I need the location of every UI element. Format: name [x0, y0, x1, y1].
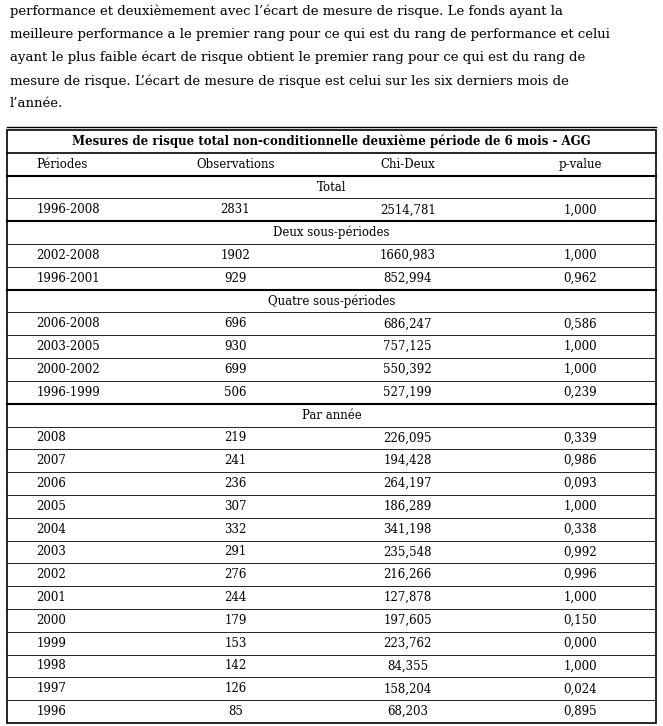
Text: meilleure performance a le premier rang pour ce qui est du rang de performance e: meilleure performance a le premier rang … — [10, 28, 610, 41]
Text: 2004: 2004 — [36, 523, 66, 536]
Text: 1,000: 1,000 — [564, 499, 597, 513]
Text: 264,197: 264,197 — [383, 477, 432, 490]
Text: 2006-2008: 2006-2008 — [36, 317, 100, 330]
Text: 153: 153 — [224, 637, 247, 650]
Text: 550,392: 550,392 — [383, 363, 432, 376]
Text: 85: 85 — [228, 705, 243, 718]
Text: 1,000: 1,000 — [564, 249, 597, 262]
Text: 757,125: 757,125 — [383, 340, 432, 354]
Text: 2002: 2002 — [36, 568, 66, 582]
Text: 2005: 2005 — [36, 499, 66, 513]
Text: 0,895: 0,895 — [564, 705, 597, 718]
Text: 126: 126 — [224, 682, 247, 696]
Text: 1902: 1902 — [221, 249, 250, 262]
Text: 216,266: 216,266 — [384, 568, 432, 582]
Text: Périodes: Périodes — [36, 158, 88, 171]
Text: 0,093: 0,093 — [564, 477, 597, 490]
Text: 291: 291 — [224, 545, 247, 558]
Text: mesure de risque. L’écart de mesure de risque est celui sur les six derniers moi: mesure de risque. L’écart de mesure de r… — [10, 74, 569, 88]
Text: 341,198: 341,198 — [384, 523, 432, 536]
Text: 1996: 1996 — [36, 705, 66, 718]
Text: 2000-2002: 2000-2002 — [36, 363, 100, 376]
Text: 0,024: 0,024 — [564, 682, 597, 696]
Text: 2000: 2000 — [36, 614, 66, 627]
Text: 929: 929 — [224, 272, 247, 285]
Text: 84,355: 84,355 — [387, 659, 428, 672]
Text: 699: 699 — [224, 363, 247, 376]
Text: p-value: p-value — [558, 158, 602, 171]
Text: 930: 930 — [224, 340, 247, 354]
Text: 1999: 1999 — [36, 637, 66, 650]
Text: 1996-2001: 1996-2001 — [36, 272, 100, 285]
Text: 1,000: 1,000 — [564, 203, 597, 216]
Text: 194,428: 194,428 — [384, 454, 432, 468]
Text: 1996-1999: 1996-1999 — [36, 386, 100, 399]
Text: l’année.: l’année. — [10, 97, 63, 110]
Text: 0,000: 0,000 — [564, 637, 597, 650]
Text: 186,289: 186,289 — [384, 499, 432, 513]
Text: Chi-Deux: Chi-Deux — [381, 158, 435, 171]
Text: 686,247: 686,247 — [383, 317, 432, 330]
Text: 2006: 2006 — [36, 477, 66, 490]
Text: Mesures de risque total non-conditionnelle deuxième période de 6 mois - AGG: Mesures de risque total non-conditionnel… — [72, 135, 591, 148]
Text: Total: Total — [317, 181, 346, 194]
Text: 2007: 2007 — [36, 454, 66, 468]
Text: Deux sous-périodes: Deux sous-périodes — [273, 226, 390, 240]
Text: 226,095: 226,095 — [383, 431, 432, 444]
Text: 696: 696 — [224, 317, 247, 330]
Text: 2514,781: 2514,781 — [380, 203, 436, 216]
Text: 241: 241 — [224, 454, 247, 468]
Text: 1996-2008: 1996-2008 — [36, 203, 100, 216]
Text: 197,605: 197,605 — [383, 614, 432, 627]
Text: 158,204: 158,204 — [384, 682, 432, 696]
Text: 223,762: 223,762 — [384, 637, 432, 650]
Text: ayant le plus faible écart de risque obtient le premier rang pour ce qui est du : ayant le plus faible écart de risque obt… — [10, 51, 585, 65]
Text: 0,992: 0,992 — [564, 545, 597, 558]
Text: 1,000: 1,000 — [564, 659, 597, 672]
Text: 2831: 2831 — [221, 203, 250, 216]
Text: 1997: 1997 — [36, 682, 66, 696]
Text: 1,000: 1,000 — [564, 340, 597, 354]
Text: 0,986: 0,986 — [564, 454, 597, 468]
Text: Observations: Observations — [196, 158, 274, 171]
Text: 307: 307 — [224, 499, 247, 513]
Text: 2003: 2003 — [36, 545, 66, 558]
Text: 244: 244 — [224, 591, 247, 604]
Text: performance et deuxièmement avec l’écart de mesure de risque. Le fonds ayant la: performance et deuxièmement avec l’écart… — [10, 5, 563, 18]
Text: 2001: 2001 — [36, 591, 66, 604]
Text: 0,239: 0,239 — [564, 386, 597, 399]
Text: 276: 276 — [224, 568, 247, 582]
Text: 2002-2008: 2002-2008 — [36, 249, 100, 262]
Text: 2003-2005: 2003-2005 — [36, 340, 100, 354]
Text: 0,996: 0,996 — [564, 568, 597, 582]
Text: 236: 236 — [224, 477, 247, 490]
Text: 1660,983: 1660,983 — [380, 249, 436, 262]
Text: 235,548: 235,548 — [383, 545, 432, 558]
Text: 142: 142 — [224, 659, 247, 672]
Text: 506: 506 — [224, 386, 247, 399]
Text: 1998: 1998 — [36, 659, 66, 672]
Text: 68,203: 68,203 — [387, 705, 428, 718]
Text: 527,199: 527,199 — [383, 386, 432, 399]
Text: 1,000: 1,000 — [564, 363, 597, 376]
Text: 179: 179 — [224, 614, 247, 627]
Text: 0,962: 0,962 — [564, 272, 597, 285]
Text: 0,339: 0,339 — [564, 431, 597, 444]
Text: Quatre sous-périodes: Quatre sous-périodes — [268, 294, 395, 308]
Text: 2008: 2008 — [36, 431, 66, 444]
Text: 0,338: 0,338 — [564, 523, 597, 536]
Text: 219: 219 — [224, 431, 247, 444]
Text: 332: 332 — [224, 523, 247, 536]
Text: Par année: Par année — [302, 409, 361, 422]
Text: 0,150: 0,150 — [564, 614, 597, 627]
Text: 1,000: 1,000 — [564, 591, 597, 604]
Text: 127,878: 127,878 — [384, 591, 432, 604]
Text: 0,586: 0,586 — [564, 317, 597, 330]
Text: 852,994: 852,994 — [383, 272, 432, 285]
